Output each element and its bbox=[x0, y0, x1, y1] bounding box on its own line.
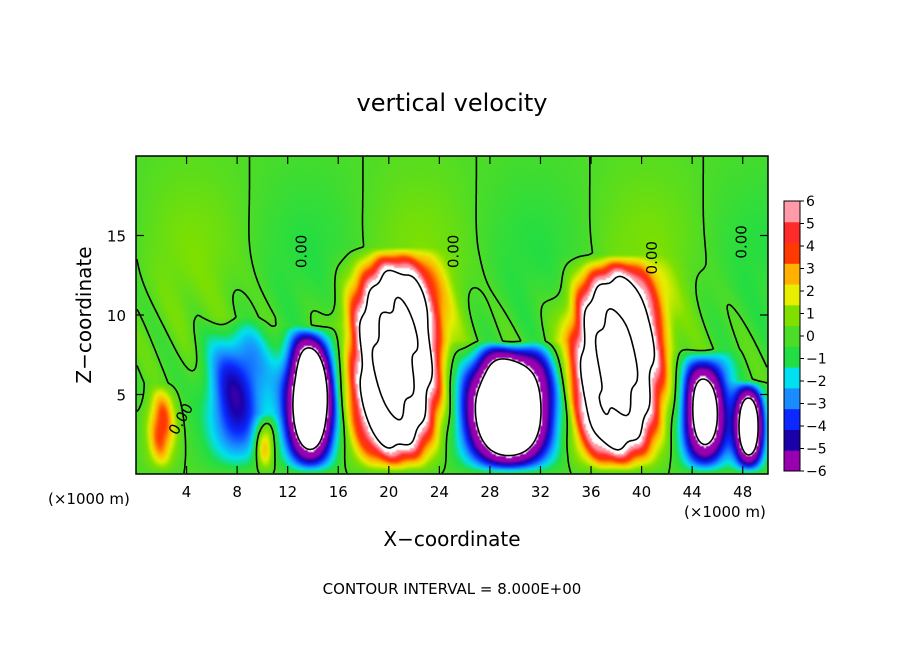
colorbar-segment bbox=[784, 367, 800, 389]
contour-label: 0.00 bbox=[733, 225, 751, 258]
colorbar-segment bbox=[784, 450, 800, 472]
colorbar-segment bbox=[784, 346, 800, 368]
x-unit-right: (×1000 m) bbox=[684, 503, 766, 521]
colorbar-segment bbox=[784, 304, 800, 327]
contour-label: 0.00 bbox=[643, 241, 661, 274]
colorbar-tick-label: −6 bbox=[806, 464, 827, 480]
x-tick-label: 4 bbox=[182, 483, 192, 501]
vertical-velocity-field bbox=[136, 156, 768, 474]
x-tick-label: 16 bbox=[329, 483, 348, 501]
contour-label: 0.00 bbox=[293, 235, 311, 268]
colorbar-tick-label: −5 bbox=[806, 442, 827, 458]
y-tick-label: 10 bbox=[107, 307, 126, 325]
y-tick-label: 5 bbox=[116, 387, 126, 405]
x-unit-left: (×1000 m) bbox=[48, 490, 130, 508]
colorbar-segment bbox=[784, 201, 800, 223]
y-axis: 5 10 15 bbox=[107, 228, 768, 405]
colorbar-tick-label: 3 bbox=[806, 262, 815, 278]
positive-contour bbox=[358, 269, 656, 451]
x-axis: 4 8 12 16 20 24 28 32 36 40 44 48 bbox=[182, 156, 752, 501]
colorbar-segment bbox=[784, 387, 800, 410]
colorbar-segment bbox=[784, 221, 800, 244]
y-axis-label: Z−coordinate bbox=[72, 246, 96, 383]
colorbar-segment bbox=[784, 429, 800, 451]
x-tick-label: 36 bbox=[581, 483, 600, 501]
x-tick-label: 24 bbox=[430, 483, 449, 501]
x-tick-label: 32 bbox=[531, 483, 550, 501]
positive-contour bbox=[371, 296, 639, 421]
colorbar-segment bbox=[784, 242, 800, 264]
colorbar-segment bbox=[784, 408, 800, 430]
y-tick-label: 15 bbox=[107, 228, 126, 246]
zero-contour bbox=[136, 157, 768, 474]
x-tick-label: 44 bbox=[683, 483, 702, 501]
x-tick-label: 40 bbox=[632, 483, 651, 501]
colorbar-segment bbox=[784, 284, 800, 306]
negative-contour bbox=[292, 347, 759, 457]
colorbar-tick-label: 5 bbox=[806, 217, 815, 233]
x-tick-label: 8 bbox=[232, 483, 242, 501]
contour-label: 0.00 bbox=[444, 235, 462, 268]
x-tick-label: 48 bbox=[733, 483, 752, 501]
x-tick-label: 20 bbox=[379, 483, 398, 501]
plot-area: 0.00 0.00 0.00 0.000.00 bbox=[135, 155, 769, 475]
colorbar-tick-label: 6 bbox=[806, 194, 815, 210]
colorbar-tick-label: 0 bbox=[806, 329, 815, 345]
colorbar-tick-label: −4 bbox=[806, 419, 827, 435]
colorbar-tick-label: 4 bbox=[806, 239, 815, 255]
colorbar: 6 5 4 3 2 1 0 −1 −2 −3 −4 −5 −6 bbox=[783, 194, 827, 480]
colorbar-tick-label: −1 bbox=[806, 352, 827, 368]
colorbar-tick-label: −2 bbox=[806, 374, 827, 390]
x-axis-label: X−coordinate bbox=[383, 527, 520, 551]
contour-interval-note: CONTOUR INTERVAL = 8.000E+00 bbox=[323, 580, 582, 598]
colorbar-tick-label: 1 bbox=[806, 307, 815, 323]
x-tick-label: 28 bbox=[480, 483, 499, 501]
colorbar-segment bbox=[784, 325, 800, 347]
x-tick-label: 12 bbox=[278, 483, 297, 501]
chart-title: vertical velocity bbox=[357, 89, 548, 117]
colorbar-tick-label: 2 bbox=[806, 284, 815, 300]
colorbar-segment bbox=[784, 263, 800, 285]
contour-lines: 0.00 0.00 0.00 0.000.00 bbox=[136, 157, 768, 474]
colorbar-tick-label: −3 bbox=[806, 397, 827, 413]
